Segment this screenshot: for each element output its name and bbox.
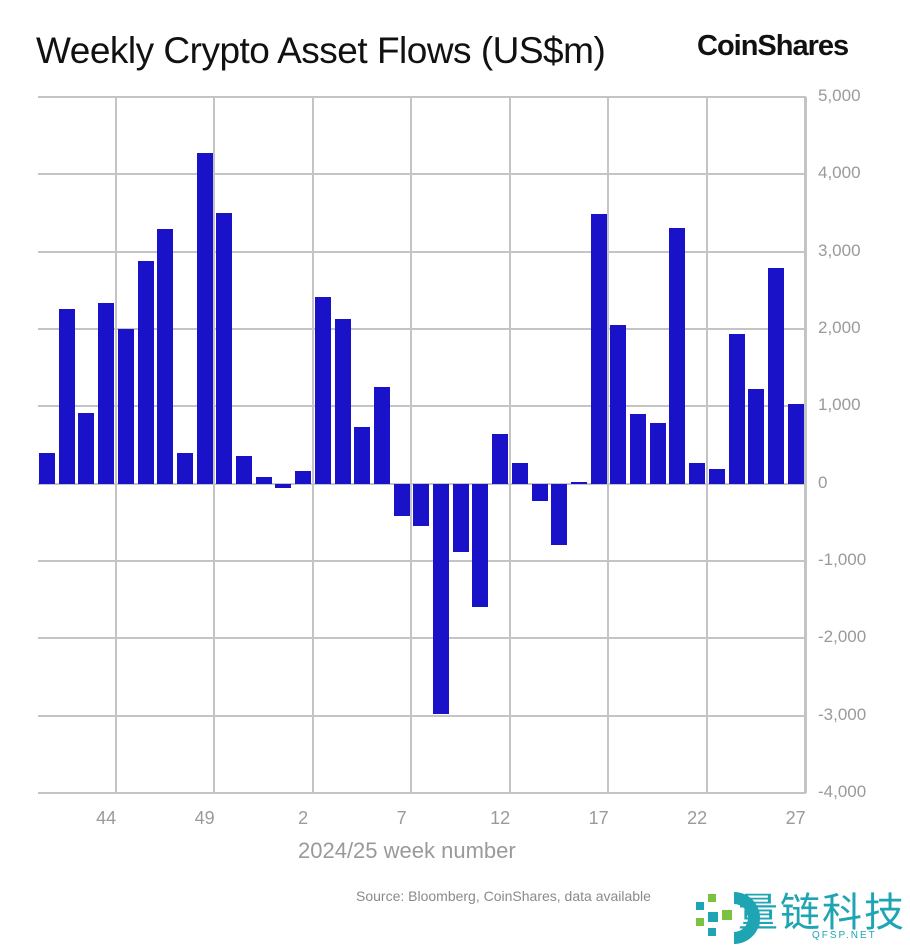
bar-week-13 [511, 462, 528, 484]
gridline [38, 405, 806, 408]
gridline [38, 637, 806, 640]
vertical-gridline [607, 97, 610, 793]
bar-week-46 [137, 260, 154, 484]
bar-week-5 [354, 427, 371, 484]
bar-week-8 [413, 483, 430, 527]
bar-week-45 [117, 329, 134, 484]
y-tick-label: 1,000 [818, 395, 861, 415]
bar-week-1 [275, 483, 292, 489]
vertical-gridline [213, 97, 216, 793]
bar-week-47 [157, 229, 174, 484]
bar-week-24 [728, 333, 745, 484]
x-tick-label: 12 [490, 808, 511, 828]
watermark-text: 量链科技 [738, 891, 906, 935]
bar-week-15 [551, 483, 568, 545]
bar-week-6 [373, 387, 390, 484]
bar-week-7 [393, 483, 410, 517]
bar-week-10 [452, 483, 469, 552]
bar-week-50 [216, 213, 233, 484]
bar-week-21 [669, 227, 686, 484]
bar-week-9 [433, 483, 449, 715]
vertical-gridline [705, 97, 708, 793]
vertical-gridline [311, 97, 314, 793]
y-tick-label: 4,000 [818, 163, 861, 183]
bar-week-27 [787, 404, 804, 484]
gridline [38, 250, 806, 253]
y-tick-label: 2,000 [818, 318, 861, 337]
bar-week-16 [570, 482, 587, 484]
bar-week-18 [610, 325, 627, 484]
x-tick-label: 22 [687, 808, 708, 828]
y-tick-label: -2,000 [818, 627, 867, 647]
x-tick-label: 44 [96, 808, 117, 828]
y-tick-label: 0 [818, 472, 828, 492]
x-tick-label: 7 [396, 808, 407, 828]
y-tick-label: -1,000 [818, 550, 867, 569]
x-tick-label: 17 [588, 808, 609, 828]
bar-week-52 [255, 477, 272, 484]
x-tick-label: 2 [298, 808, 309, 828]
bar-week-4 [334, 318, 351, 484]
y-tick-label: 5,000 [818, 86, 861, 105]
x-axis-label: 2024/25 week number [298, 838, 516, 863]
y-tick-label: -3,000 [818, 704, 867, 724]
bar-week-20 [649, 423, 666, 484]
gridline [38, 560, 806, 562]
bar-week-11 [472, 483, 489, 608]
watermark-subtext: QFSP.NET [812, 930, 877, 941]
bar-week-41 [39, 452, 55, 484]
gridline [38, 328, 806, 330]
vertical-gridline [508, 97, 511, 793]
bar-week-25 [748, 388, 765, 484]
bar-week-44 [98, 303, 115, 484]
x-tick-label: 49 [194, 808, 215, 828]
chart-title: Weekly Crypto Asset Flows (US$m) [36, 30, 606, 71]
bar-week-3 [314, 297, 331, 484]
bar-week-23 [708, 468, 725, 484]
bar-week-26 [767, 267, 784, 484]
source-note: Source: Bloomberg, CoinShares, data avai… [356, 888, 651, 904]
gridline [38, 173, 806, 176]
bar-week-12 [492, 434, 509, 484]
coinshares-logo: CoinShares [697, 30, 849, 62]
gridline [38, 714, 806, 717]
plot-area [38, 96, 807, 794]
bar-week-2 [295, 470, 312, 484]
bar-week-22 [689, 462, 706, 484]
bar-week-19 [630, 414, 646, 484]
vertical-gridline [410, 97, 413, 793]
vertical-gridline [114, 97, 117, 793]
x-tick-label: 27 [785, 808, 806, 828]
y-tick-label: 3,000 [818, 240, 861, 260]
bar-week-42 [58, 308, 75, 484]
watermark-logo-icon [696, 892, 760, 944]
gridline [38, 96, 806, 98]
bar-week-43 [78, 412, 95, 484]
gridline [38, 792, 806, 794]
vertical-gridline [804, 97, 807, 793]
bar-week-49 [196, 153, 213, 484]
bar-week-48 [176, 452, 193, 484]
bar-week-51 [236, 455, 252, 484]
bar-week-17 [590, 213, 607, 484]
y-tick-label: -4,000 [818, 782, 867, 801]
bar-week-14 [531, 483, 548, 501]
